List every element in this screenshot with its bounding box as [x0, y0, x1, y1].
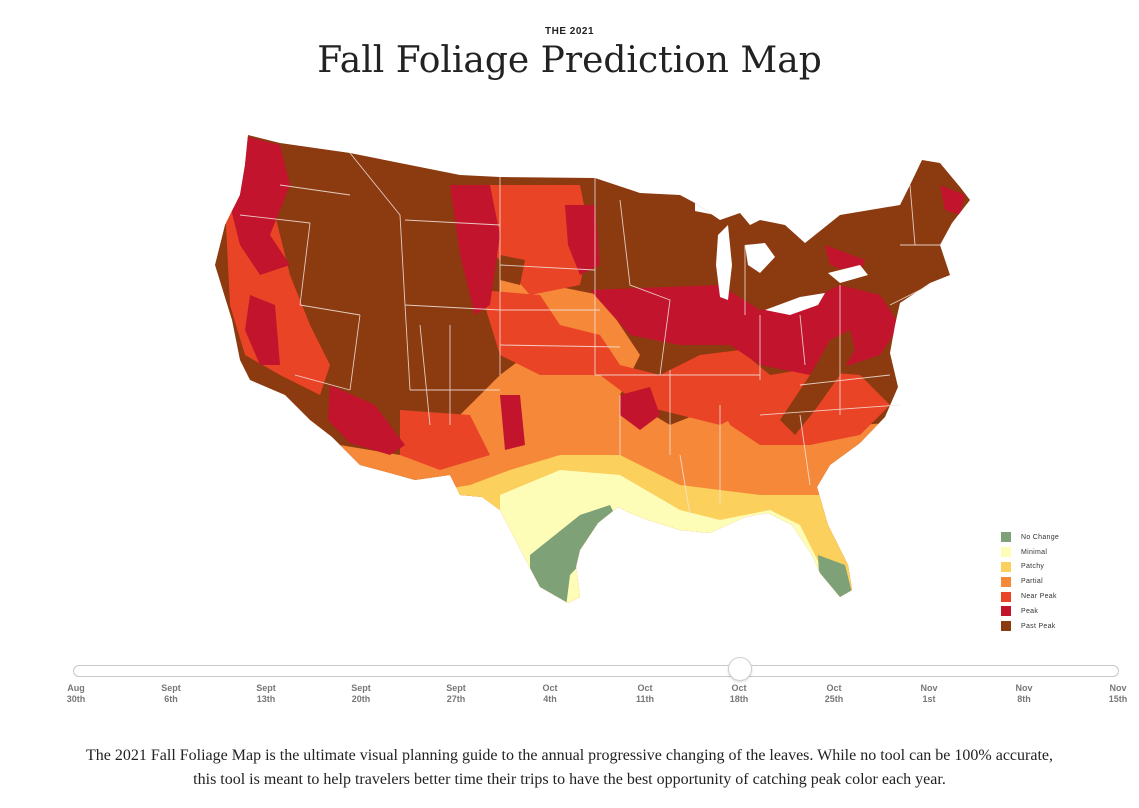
- eyebrow-text: THE 2021: [544, 26, 595, 37]
- date-slider-handle[interactable]: [728, 657, 752, 681]
- legend-swatch-near-peak: [1001, 591, 1011, 602]
- tick-day: 4th: [543, 694, 557, 704]
- legend-item: Near Peak: [1001, 589, 1059, 604]
- tick-month: Nov: [920, 683, 938, 693]
- tick-month: Sept: [161, 683, 181, 693]
- map-legend: No Change Minimal Patchy Partial Near Pe…: [1001, 530, 1059, 634]
- legend-swatch-past-peak: [1001, 621, 1011, 632]
- timeline-tick[interactable]: Sept 20th: [331, 683, 391, 705]
- timeline-tick[interactable]: Oct 11th: [615, 683, 675, 705]
- tick-day: 8th: [1017, 694, 1031, 704]
- timeline-tick[interactable]: Sept 6th: [141, 683, 201, 705]
- timeline-tick[interactable]: Nov 8th: [994, 683, 1054, 705]
- legend-swatch-minimal: [1001, 547, 1011, 558]
- description-line: The 2021 Fall Foliage Map is the ultimat…: [86, 747, 1053, 764]
- description: The 2021 Fall Foliage Map is the ultimat…: [40, 744, 1099, 792]
- legend-item: Peak: [1001, 604, 1059, 619]
- tick-day: 25th: [824, 694, 844, 704]
- legend-item: Patchy: [1001, 560, 1059, 575]
- timeline-tick[interactable]: Oct 25th: [804, 683, 864, 705]
- tick-month: Oct: [542, 683, 558, 693]
- timeline-tick[interactable]: Aug 30th: [46, 683, 106, 705]
- tick-month: Sept: [446, 683, 466, 693]
- legend-item: Minimal: [1001, 545, 1059, 560]
- tick-day: 6th: [164, 694, 178, 704]
- legend-item: Partial: [1001, 574, 1059, 589]
- tick-month: Nov: [1015, 683, 1033, 693]
- tick-day: 30th: [66, 694, 86, 704]
- date-slider-track[interactable]: [73, 665, 1119, 677]
- legend-swatch-no-change: [1001, 532, 1011, 543]
- tick-month: Aug: [67, 683, 85, 693]
- tick-day: 13th: [256, 694, 276, 704]
- timeline-tick[interactable]: Oct 18th: [709, 683, 769, 705]
- tick-month: Oct: [637, 683, 653, 693]
- tick-day: 1st: [922, 694, 936, 704]
- legend-swatch-partial: [1001, 576, 1011, 587]
- tick-month: Oct: [826, 683, 842, 693]
- tick-month: Sept: [256, 683, 276, 693]
- legend-item: No Change: [1001, 530, 1059, 545]
- legend-item: Past Peak: [1001, 619, 1059, 634]
- tick-month: Oct: [731, 683, 747, 693]
- timeline-tick[interactable]: Sept 27th: [426, 683, 486, 705]
- tick-day: 20th: [351, 694, 371, 704]
- page-title: Fall Foliage Prediction Map: [317, 40, 822, 81]
- legend-swatch-patchy: [1001, 561, 1011, 572]
- tick-day: 11th: [635, 694, 654, 704]
- legend-label: Near Peak: [1021, 593, 1057, 601]
- legend-label: Past Peak: [1021, 622, 1056, 630]
- legend-label: Peak: [1021, 607, 1039, 615]
- tick-day: 15th: [1108, 694, 1128, 704]
- tick-day: 18th: [729, 694, 749, 704]
- legend-label: Minimal: [1021, 548, 1048, 556]
- timeline-tick[interactable]: Nov 15th: [1088, 683, 1139, 705]
- timeline-tick[interactable]: Nov 1st: [899, 683, 959, 705]
- us-foliage-map[interactable]: [200, 125, 990, 615]
- legend-swatch-peak: [1001, 606, 1011, 617]
- tick-month: Sept: [351, 683, 371, 693]
- legend-label: Partial: [1021, 578, 1043, 586]
- timeline-tick[interactable]: Sept 13th: [236, 683, 296, 705]
- description-line: this tool is meant to help travelers bet…: [193, 771, 946, 788]
- timeline-tick[interactable]: Oct 4th: [520, 683, 580, 705]
- tick-day: 27th: [446, 694, 466, 704]
- legend-label: No Change: [1021, 533, 1060, 541]
- tick-month: Nov: [1109, 683, 1127, 693]
- legend-label: Patchy: [1021, 563, 1045, 571]
